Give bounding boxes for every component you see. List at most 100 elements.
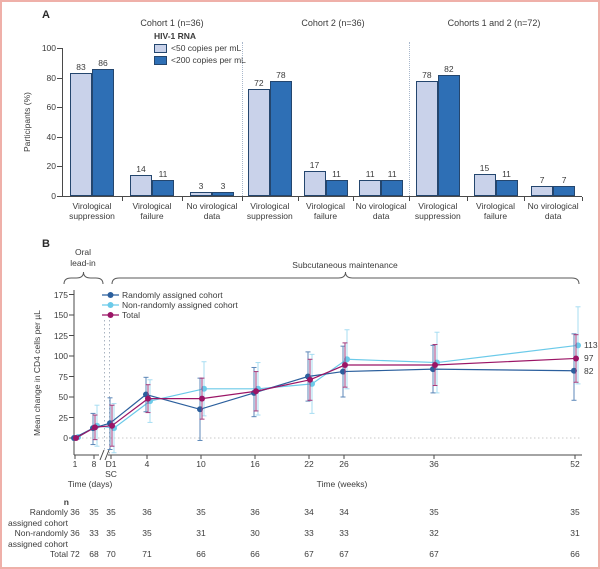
cohort-1-title: Cohort 1 (n=36) [140,18,204,28]
data-point [573,355,579,362]
lt200-swatch [154,55,167,65]
bar-value-label: 83 [76,62,86,73]
a-y-tick-mark [57,136,62,138]
x-axis-days-label: Time (days) [67,479,113,489]
panel-a-legend: HIV-1 RNA <50 copies per mL <200 copies … [154,31,246,65]
series-end-label: 82 [584,365,594,376]
data-point [307,376,313,383]
bar-value-label: 11 [502,168,511,179]
b-x-tick-label: 10 [196,459,206,469]
bar-lt50 [190,191,212,196]
bar-lt200 [325,179,348,196]
table-row-label: Non-randomly [14,528,68,538]
panel-a-legend-title: HIV-1 RNA [154,31,197,41]
bar-lt50 [247,89,270,196]
bar-value-label: 17 [309,159,320,170]
a-category-label: Virological [72,201,112,211]
b-y-tick-label: 175 [53,289,68,300]
table-cell: 36 [250,507,260,517]
bar-value-label: 72 [254,78,264,89]
legend-marker-dot [107,302,114,308]
data-point [432,362,438,369]
lt200-label: <200 copies per mL [171,55,246,65]
data-point [109,422,115,429]
table-cell: 36 [70,528,80,538]
a-x-tick-mark [182,197,183,201]
b-y-tick-label: 75 [58,371,68,382]
table-cell: 66 [250,549,260,559]
b-x-tick-label: D1 [105,459,117,469]
table-cell: 36 [70,507,80,517]
legend-randomly-assigned-label: Randomly assigned cohort [122,290,223,300]
a-x-tick-mark [242,197,243,201]
a-category-label: suppression [69,211,115,221]
bar-lt50 [531,185,554,196]
bar-lt200 [92,68,114,196]
a-x-tick-mark [297,197,299,201]
b-x-tick-label: 1 [72,459,78,469]
a-category-label: Virological [475,201,516,211]
b-x-tick-label: 4 [144,459,150,469]
series-end-label: 113 [584,340,598,351]
table-row-label: Randomly [29,507,68,517]
bar-lt200 [381,179,404,196]
b-y-tick-label: 100 [53,351,68,361]
bar-lt200 [212,191,234,196]
b-y-tick-label: 150 [53,310,68,320]
bar-value-label: 3 [220,180,226,191]
panel-a-label: A [42,9,50,21]
x-axis-weeks-label: Time (weeks) [316,479,368,489]
axis-break-mask [99,450,108,460]
a-category-label: Virological [250,201,290,211]
a-x-tick-mark [582,197,583,201]
table-cell: 31 [570,528,580,538]
bar-lt50 [130,175,152,196]
b-y-tick-label: 50 [58,392,68,402]
a-category-label: suppression [414,211,461,221]
subcutaneous-maintenance-brace [111,271,580,285]
cohort-2-title: Cohort 2 (n=36) [301,18,365,28]
series-end-label: 97 [584,353,594,364]
bar-value-label: 14 [136,164,146,175]
table-cell: 67 [429,549,439,559]
a-y-tick-label: 0 [51,191,56,201]
legend-item-lt200: <200 copies per mL [154,55,246,65]
table-cell: 33 [304,528,314,538]
bar-lt50 [359,179,382,196]
legend-non-randomly-assigned-label: Non-randomly assigned cohort [122,300,238,310]
panel-b-label: B [42,238,50,250]
table-row-label: Total [50,549,68,559]
bar-value-label: 78 [422,69,432,80]
bar-value-label: 3 [198,180,204,191]
bar-value-label: 82 [444,63,454,74]
data-point [342,362,348,369]
table-cell: 32 [429,528,439,538]
table-cell: 35 [429,507,439,517]
table-cell: 34 [339,507,349,517]
data-point [199,395,205,402]
series-line-1 [77,344,579,438]
a-category-label: Virological [132,201,172,211]
legend-marker-dot [107,312,114,318]
a-category-label: data [203,211,221,221]
b-y-tick-label: 125 [53,330,68,341]
a-x-tick-mark [409,197,410,201]
a-x-tick-mark [122,197,123,201]
bar-value-label: 11 [332,168,341,179]
a-y-tick-label: 60 [46,102,56,113]
data-point [253,388,259,395]
series-line-2 [75,357,577,439]
data-point [73,435,79,441]
bar-value-label: 11 [387,168,397,179]
table-cell: 71 [142,549,152,559]
bar-value-label: 86 [98,57,108,68]
table-cell: 30 [250,528,260,538]
bar-lt50 [415,80,438,196]
cohorts-1-and-2-title: Cohorts 1 and 2 (n=72) [447,18,541,28]
a-y-tick-mark [57,166,62,168]
bar-lt200 [495,179,518,196]
axis-break-mark [104,449,110,461]
bar-lt50 [303,170,326,196]
